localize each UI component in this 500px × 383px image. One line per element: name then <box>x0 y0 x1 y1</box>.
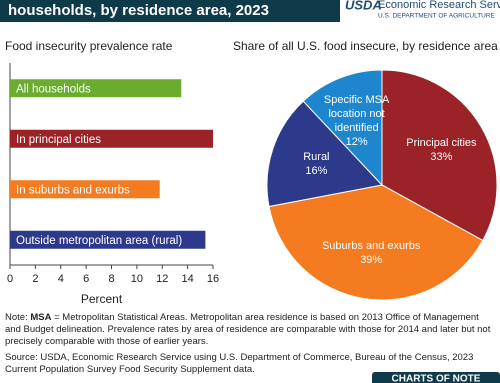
slice-label: Rural 16% <box>266 150 366 178</box>
pie-slice <box>266 100 383 208</box>
bar <box>10 230 206 249</box>
bar <box>10 79 182 98</box>
title: households, by residence area, 2023 <box>8 2 269 19</box>
footer: Note: MSA = Metropolitan Statistical Are… <box>5 312 495 380</box>
note-prefix: Note: <box>5 312 28 323</box>
bar-label: All households <box>16 83 91 95</box>
pie-slice <box>381 69 498 242</box>
pie-slice <box>268 184 484 301</box>
note-term: MSA <box>30 312 52 323</box>
slice-value: 12% <box>345 135 368 148</box>
x-tick-label: 6 <box>83 273 89 285</box>
slice-label: Suburbs and exurbs 39% <box>321 239 421 267</box>
bar <box>10 180 160 199</box>
bar-label: In principal cities <box>16 134 101 146</box>
x-tick-label: 0 <box>7 273 13 285</box>
x-tick-label: 4 <box>58 273 64 285</box>
bar-subtitle: Food insecurity prevalence rate <box>5 39 173 53</box>
x-tick-label: 8 <box>108 273 114 285</box>
x-tick-label: 10 <box>131 273 143 285</box>
logo: USDA <box>345 0 382 12</box>
x-axis-label: Percent <box>81 292 123 306</box>
bar-label: Outside metropolitan area (rural) <box>16 235 182 247</box>
slice-label: Principal cities 33% <box>391 136 491 164</box>
source: Source: USDA, Economic Research Service … <box>5 352 474 375</box>
x-tick-label: 16 <box>207 273 219 285</box>
pie-title: Share of all U.S. food insecure, by resi… <box>233 39 498 53</box>
slice-value: 16% <box>305 164 328 177</box>
slice-name: Specific MSA location not identified <box>323 93 390 134</box>
slice-name: Rural <box>303 150 330 163</box>
slice-value: 33% <box>430 150 453 163</box>
badge <box>372 372 500 383</box>
x-tick-label: 14 <box>182 273 194 285</box>
badge-text: CHARTS OF NOTE <box>392 374 481 383</box>
slice-name: Principal cities <box>406 136 477 149</box>
dept: U.S. DEPARTMENT OF AGRICULTURE <box>378 13 496 20</box>
x-tick-label: 12 <box>156 273 168 285</box>
bar-label: In suburbs and exurbs <box>16 184 130 196</box>
x-tick-label: 2 <box>32 273 38 285</box>
bar <box>10 129 213 148</box>
note-text: = Metropolitan Statistical Areas. Metrop… <box>5 312 491 347</box>
slice-name: Suburbs and exurbs <box>321 240 421 253</box>
org: Economic Research Service <box>378 0 500 11</box>
header-band <box>0 0 340 22</box>
note: Note: MSA = Metropolitan Statistical Are… <box>5 312 495 348</box>
slice-value: 39% <box>360 254 383 267</box>
pie-slice <box>302 69 383 187</box>
slice-label: Specific MSA location not identified 12% <box>307 93 407 149</box>
